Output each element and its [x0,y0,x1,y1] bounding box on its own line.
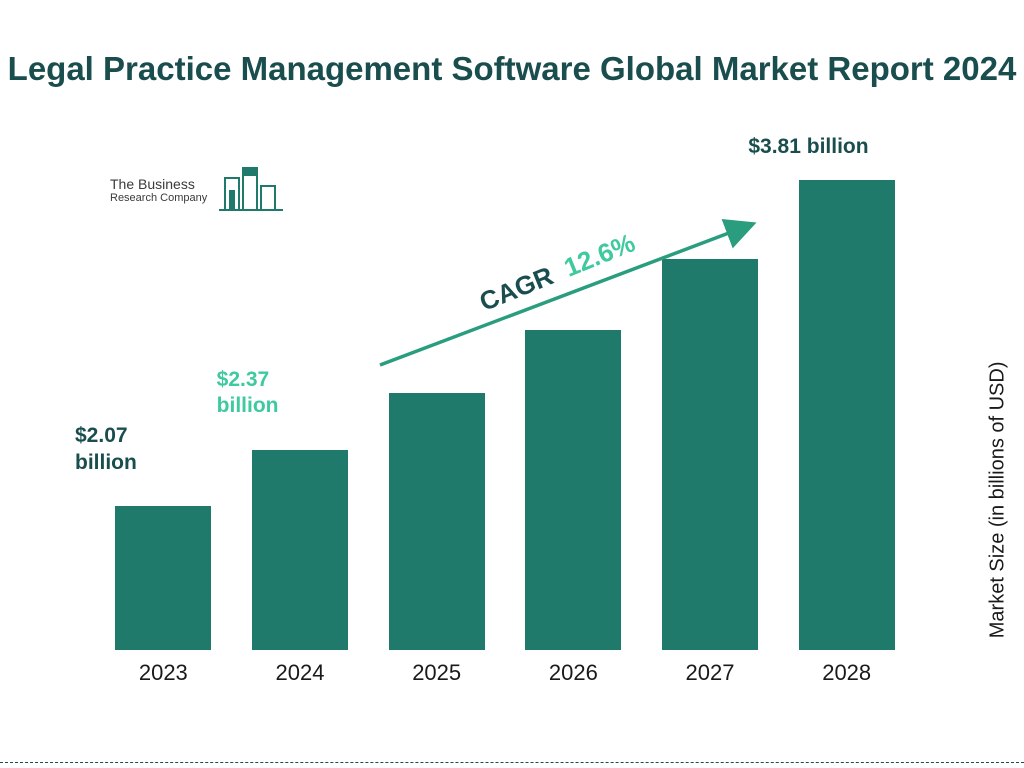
bar-label-unit: billion [217,394,279,417]
bar-label-2024: $2.37 billion [217,367,279,420]
bar-rect [252,450,348,650]
bar-rect [662,259,758,650]
bar-rect [389,393,485,650]
bar-2023: $2.07 billion 2023 [95,506,232,650]
x-label: 2026 [549,660,598,686]
x-label: 2024 [276,660,325,686]
bar-rect [799,180,895,650]
bar-2028: $3.81 billion 2028 [778,180,915,650]
x-label: 2027 [686,660,735,686]
bar-2026: 2026 [505,330,642,650]
x-label: 2028 [822,660,871,686]
bars-container: $2.07 billion 2023 $2.37 billion 2024 20… [95,180,915,650]
bar-label-2028: $3.81 billion [748,134,868,160]
bar-rect [115,506,211,650]
y-axis-label: Market Size (in billions of USD) [987,362,1010,639]
bar-2024: $2.37 billion 2024 [232,450,369,650]
x-label: 2025 [412,660,461,686]
x-label: 2023 [139,660,188,686]
bar-label-value: $2.37 [217,368,270,391]
bar-label-2023: $2.07 billion [75,423,137,476]
bottom-divider [0,762,1024,763]
bar-2025: 2025 [368,393,505,650]
bar-label-unit: billion [75,451,137,474]
chart-title: Legal Practice Management Software Globa… [0,48,1024,91]
bar-label-value: $2.07 [75,424,128,447]
chart-area: $2.07 billion 2023 $2.37 billion 2024 20… [95,180,915,690]
bar-label-value: $3.81 billion [748,135,868,158]
bar-rect [525,330,621,650]
bar-2027: 2027 [642,259,779,650]
